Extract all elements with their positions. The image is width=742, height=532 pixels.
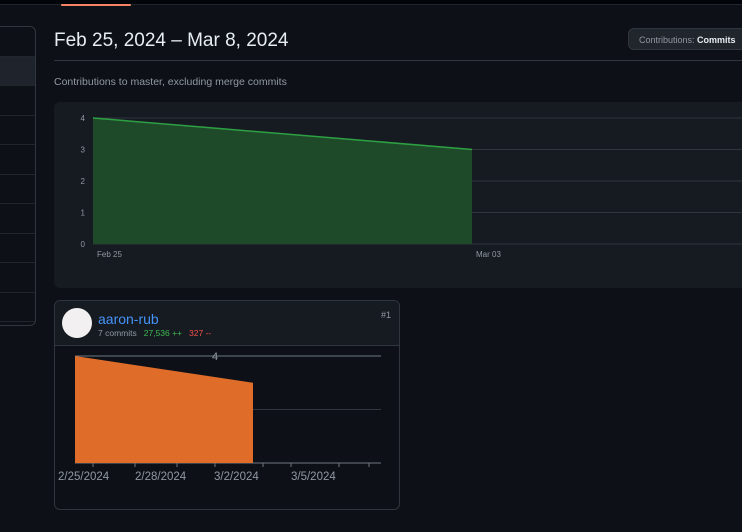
select-value: Commits	[697, 35, 736, 45]
sidebar-item[interactable]	[0, 204, 35, 234]
contributor-username[interactable]: aaron-rub	[98, 311, 159, 327]
x-tick-label: 2/25/2024	[58, 471, 110, 483]
y-tick-label: 1	[81, 209, 86, 218]
sidebar-item[interactable]	[0, 293, 35, 322]
sidebar-item[interactable]	[0, 175, 35, 204]
sidebar-item[interactable]	[0, 86, 35, 116]
contributions-type-select[interactable]: Contributions: Commits	[628, 28, 742, 50]
x-tick-label: 2/28/2024	[135, 471, 187, 483]
sidebar-item[interactable]	[0, 145, 35, 175]
contributor-stats: 7 commits 27,536 ++ 327 --	[98, 328, 211, 338]
active-tab-indicator	[61, 4, 131, 6]
x-tick-label: Feb 25	[97, 250, 122, 259]
y-tick-label: 2	[81, 177, 86, 186]
sidebar-item[interactable]	[0, 234, 35, 263]
y-tick-label: 3	[81, 146, 86, 155]
x-tick-label: 3/2/2024	[214, 471, 259, 483]
contributor-rank: #1	[380, 310, 391, 320]
deletions-count: 327 --	[189, 328, 212, 338]
x-tick-label: 3/5/2024	[291, 471, 336, 483]
divider	[54, 60, 742, 61]
contributor-commits-area	[75, 356, 253, 463]
top-bar	[0, 0, 742, 5]
x-tick-label: Mar 03	[476, 250, 501, 259]
y-tick-label: 0	[81, 240, 86, 249]
commits-overview-svg: 0 1 2 3 4 Feb 25 Mar 03	[81, 114, 742, 259]
y-tick-label: 4	[81, 114, 86, 123]
sidebar-item[interactable]	[0, 263, 35, 293]
max-value-label: 4	[212, 351, 218, 363]
contributor-card: aaron-rub 7 commits 27,536 ++ 327 -- #1 4 2…	[54, 300, 400, 510]
sidebar-item[interactable]	[0, 116, 35, 145]
commit-count[interactable]: 7 commits	[98, 328, 137, 338]
sidebar-nav	[0, 26, 36, 326]
sidebar-item[interactable]	[0, 27, 35, 57]
select-label: Contributions:	[639, 35, 698, 45]
additions-count: 27,536 ++	[143, 328, 183, 338]
page-title: Feb 25, 2024 – Mar 8, 2024	[54, 30, 289, 51]
avatar[interactable]	[62, 308, 92, 338]
commits-area	[93, 118, 472, 244]
contributor-card-header: aaron-rub 7 commits 27,536 ++ 327 -- #1	[55, 301, 399, 346]
chart-subtitle: Contributions to master, excluding merge…	[54, 76, 287, 88]
commits-line	[92, 117, 473, 151]
sidebar-item-active[interactable]	[0, 56, 35, 86]
commits-overview-chart: 0 1 2 3 4 Feb 25 Mar 03	[54, 102, 742, 288]
contributor-commits-svg: 4 2/25/2024 2/28/2024 3/2/2024 3/5/2024	[58, 351, 381, 483]
